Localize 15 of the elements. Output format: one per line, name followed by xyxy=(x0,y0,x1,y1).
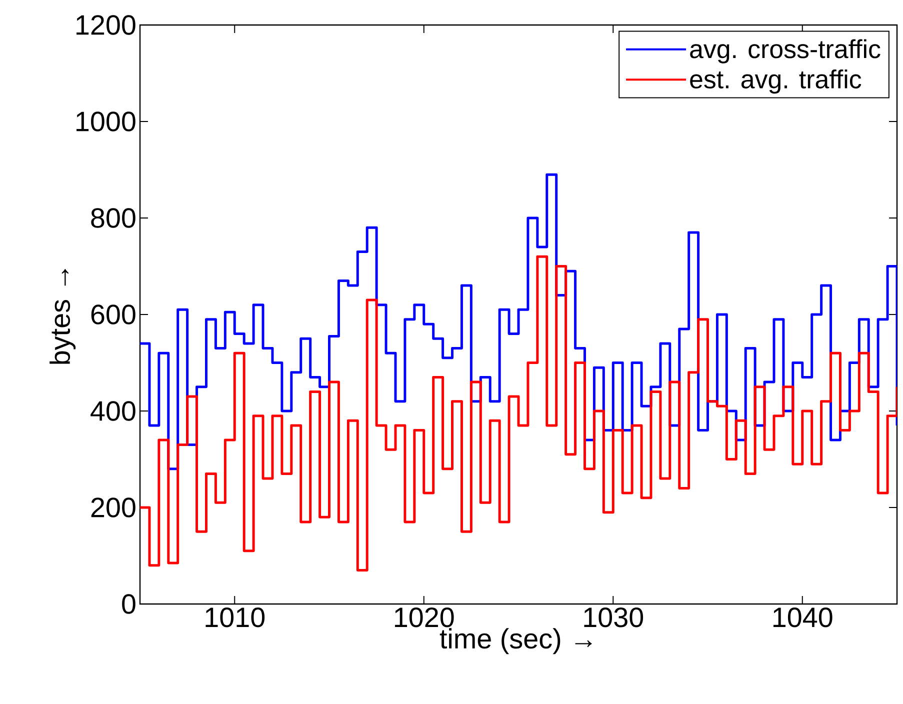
x-tick-label: 1040 xyxy=(773,608,832,628)
y-tick-label: 200 xyxy=(91,498,136,518)
x-axis-title: time (sec) → xyxy=(440,628,592,654)
x-tick-label: 1030 xyxy=(584,608,644,628)
y-tick-label: 1000 xyxy=(76,112,136,132)
y-tick-label: 1200 xyxy=(76,15,136,35)
y-axis-title: bytes → xyxy=(50,269,76,364)
x-tick-label: 1010 xyxy=(206,608,265,628)
y-tick-label: 400 xyxy=(90,401,136,421)
legend-label: avg. cross-traffic xyxy=(690,39,880,64)
y-tick-label: 600 xyxy=(91,304,136,324)
x-tick-label: 1020 xyxy=(394,608,454,628)
y-tick-label: 0 xyxy=(122,594,136,614)
legend-label: est. avg. traffic xyxy=(690,69,862,94)
y-tick-label: 800 xyxy=(91,208,136,228)
